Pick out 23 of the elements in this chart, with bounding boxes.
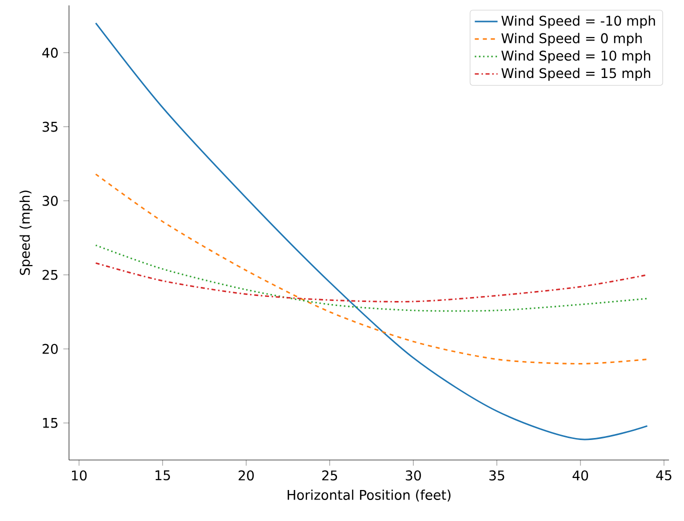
y-tick-label: 40: [42, 48, 58, 58]
y-tick-label: 15: [43, 418, 58, 428]
legend-label: Wind Speed = -10 mph: [501, 15, 655, 28]
legend-label: Wind Speed = 0 mph: [501, 32, 642, 46]
x-tick-label: 25: [322, 470, 338, 480]
y-tick-label: 35: [42, 122, 58, 132]
line-series: [95, 244, 648, 312]
x-tick-label: 40: [572, 470, 588, 480]
x-axis-title: Horizontal Position (feet): [288, 490, 450, 502]
y-tick-label: 20: [42, 344, 58, 354]
x-tick-label: 20: [238, 470, 254, 480]
line-series: [95, 173, 648, 364]
y-axis-title: Speed (mph): [20, 190, 32, 275]
x-tick-label: 30: [406, 470, 421, 480]
x-tick-label: 15: [156, 470, 170, 480]
legend-label: Wind Speed = 15 mph: [501, 68, 650, 81]
legend-label: Wind Speed = 10 mph: [501, 50, 650, 64]
x-tick-label: 45: [656, 470, 672, 480]
y-tick-label: 25: [42, 270, 58, 280]
y-tick-label: 30: [42, 196, 58, 206]
x-tick-label: 35: [489, 470, 504, 480]
line-series: [95, 262, 648, 302]
x-tick-label: 10: [72, 470, 87, 480]
